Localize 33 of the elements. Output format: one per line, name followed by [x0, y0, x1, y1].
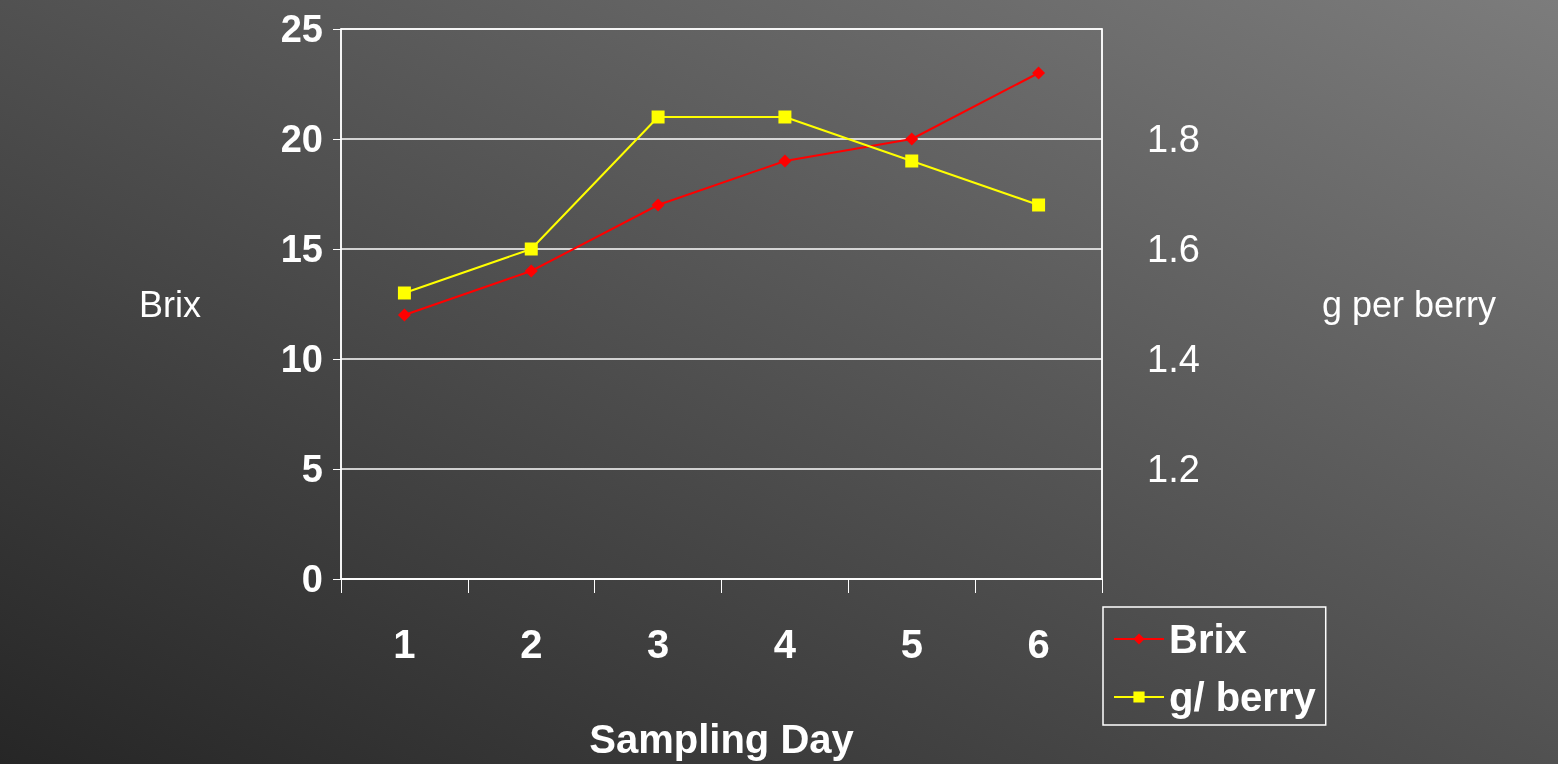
x-axis-title: Sampling Day	[589, 717, 855, 761]
y2-tick-label: 1.2	[1147, 448, 1200, 490]
y-tick-label: 15	[280, 228, 323, 270]
y2-tick-label: 1.4	[1147, 338, 1200, 380]
point	[524, 264, 538, 278]
point	[651, 110, 665, 124]
point	[397, 308, 411, 322]
point	[651, 198, 665, 212]
legend-label: g/ berry	[1169, 675, 1317, 719]
y-tick-label: 10	[280, 338, 323, 380]
x-tick-label: 2	[520, 622, 543, 666]
y2-axis-title: g per berry	[1322, 283, 1497, 325]
y-tick-label: 20	[280, 118, 323, 160]
y2-tick-label: 1.6	[1147, 228, 1200, 270]
point	[905, 132, 919, 146]
y2-tick-label: 1.8	[1147, 118, 1200, 160]
x-tick-label: 3	[646, 622, 670, 666]
x-tick-label: 1	[393, 622, 416, 666]
point	[1032, 66, 1046, 80]
point	[1032, 198, 1046, 212]
y-tick-label: 0	[301, 558, 323, 600]
x-tick-label: 4	[773, 622, 797, 666]
y-tick-label: 25	[280, 8, 323, 50]
y-tick-label: 5	[301, 448, 323, 490]
point	[905, 154, 919, 168]
y-axis-title: Brix	[139, 283, 201, 325]
point	[397, 286, 411, 300]
point	[778, 154, 792, 168]
point	[524, 242, 538, 256]
x-tick-label: 5	[900, 622, 923, 666]
legend-label: Brix	[1169, 617, 1247, 661]
x-tick-label: 6	[1027, 622, 1050, 666]
point	[778, 110, 792, 124]
